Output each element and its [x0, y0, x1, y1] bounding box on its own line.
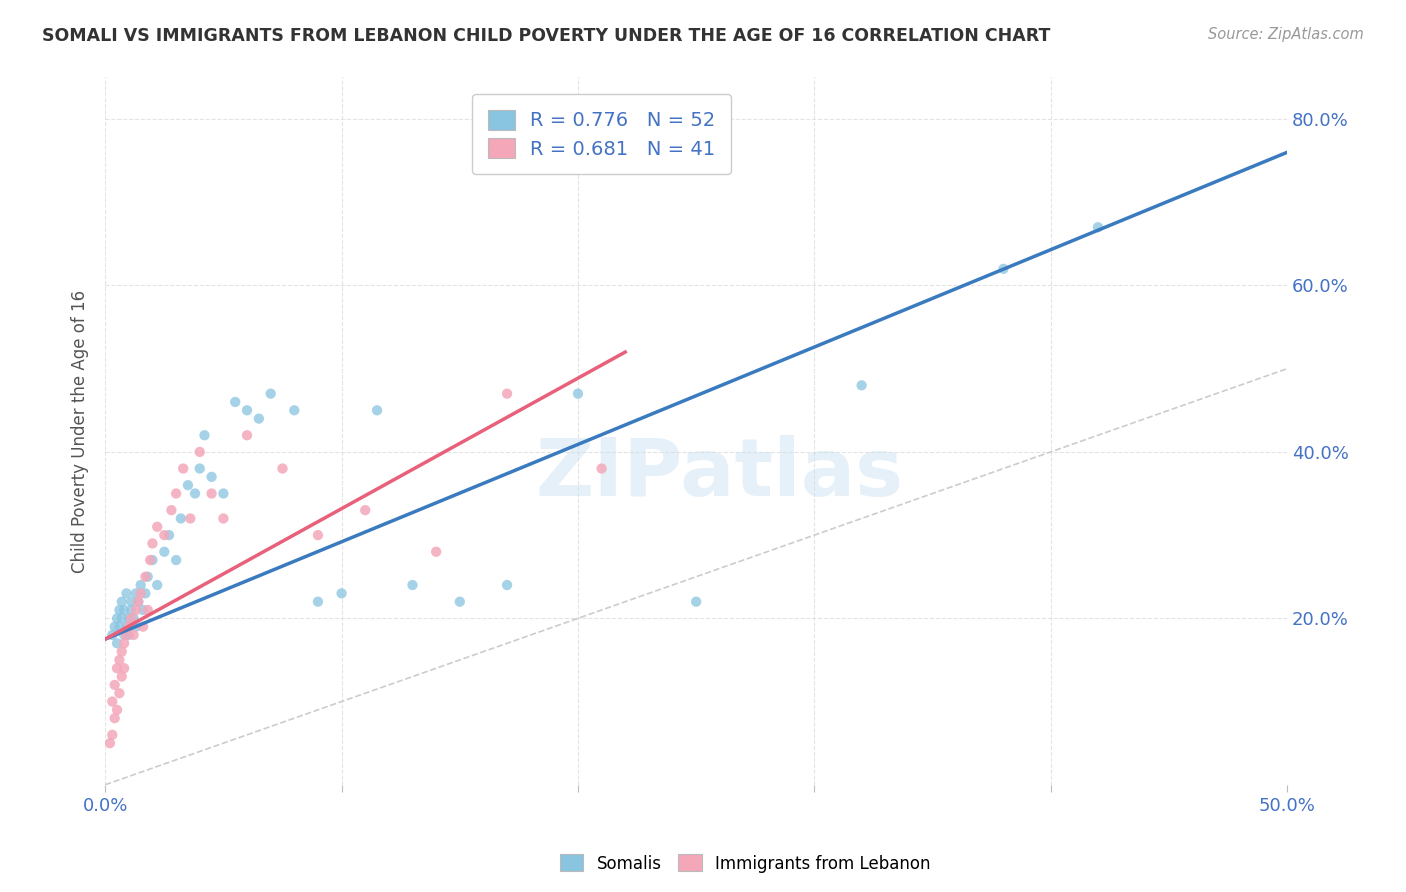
Point [118, 628, 141, 642]
Point [247, 411, 270, 425]
Point [134, 570, 156, 584]
Point [127, 595, 149, 609]
Point [993, 261, 1015, 276]
Point [105, 636, 128, 650]
Point [425, 545, 447, 559]
Point [851, 378, 873, 392]
Point [115, 586, 138, 600]
Point [112, 661, 135, 675]
Point [170, 511, 193, 525]
Point [157, 528, 180, 542]
Point [496, 578, 519, 592]
Point [101, 628, 124, 642]
Point [188, 445, 211, 459]
Y-axis label: Child Poverty Under the Age of 16: Child Poverty Under the Age of 16 [72, 290, 89, 573]
Point [260, 386, 283, 401]
Point [118, 620, 141, 634]
Point [212, 511, 235, 525]
Point [153, 528, 176, 542]
Point [108, 620, 131, 634]
Point [127, 595, 149, 609]
Point [177, 478, 200, 492]
Point [120, 603, 142, 617]
Point [125, 586, 148, 600]
Point [401, 578, 423, 592]
Point [134, 586, 156, 600]
Point [120, 611, 142, 625]
Legend: Somalis, Immigrants from Lebanon: Somalis, Immigrants from Lebanon [554, 847, 936, 880]
Point [101, 694, 124, 708]
Point [146, 578, 169, 592]
Text: Source: ZipAtlas.com: Source: ZipAtlas.com [1208, 27, 1364, 42]
Point [330, 586, 353, 600]
Point [132, 620, 155, 634]
Point [685, 595, 707, 609]
Point [112, 628, 135, 642]
Point [108, 686, 131, 700]
Point [165, 553, 187, 567]
Point [120, 595, 142, 609]
Text: SOMALI VS IMMIGRANTS FROM LEBANON CHILD POVERTY UNDER THE AGE OF 16 CORRELATION : SOMALI VS IMMIGRANTS FROM LEBANON CHILD … [42, 27, 1050, 45]
Point [122, 628, 145, 642]
Point [108, 603, 131, 617]
Point [105, 611, 128, 625]
Point [122, 611, 145, 625]
Point [179, 511, 201, 525]
Point [271, 461, 294, 475]
Point [111, 645, 134, 659]
Point [1087, 220, 1109, 235]
Point [354, 503, 377, 517]
Point [141, 536, 163, 550]
Point [449, 595, 471, 609]
Point [212, 486, 235, 500]
Point [307, 595, 329, 609]
Point [129, 586, 152, 600]
Point [307, 528, 329, 542]
Point [567, 386, 589, 401]
Point [112, 603, 135, 617]
Point [111, 611, 134, 625]
Point [112, 636, 135, 650]
Point [146, 520, 169, 534]
Point [193, 428, 215, 442]
Point [136, 570, 159, 584]
Point [236, 403, 259, 417]
Point [224, 395, 246, 409]
Point [125, 603, 148, 617]
Point [160, 503, 183, 517]
Point [132, 603, 155, 617]
Point [141, 553, 163, 567]
Point [200, 470, 222, 484]
Point [184, 486, 207, 500]
Point [188, 461, 211, 475]
Text: ZIPatlas: ZIPatlas [536, 434, 904, 513]
Point [136, 603, 159, 617]
Legend: R = 0.776   N = 52, R = 0.681   N = 41: R = 0.776 N = 52, R = 0.681 N = 41 [472, 95, 731, 174]
Point [105, 703, 128, 717]
Point [115, 620, 138, 634]
Point [125, 620, 148, 634]
Point [98, 736, 121, 750]
Point [104, 620, 127, 634]
Point [111, 669, 134, 683]
Point [111, 595, 134, 609]
Point [236, 428, 259, 442]
Point [200, 486, 222, 500]
Point [172, 461, 194, 475]
Point [283, 403, 305, 417]
Point [129, 578, 152, 592]
Point [139, 553, 162, 567]
Point [591, 461, 613, 475]
Point [105, 661, 128, 675]
Point [101, 728, 124, 742]
Point [165, 486, 187, 500]
Point [496, 386, 519, 401]
Point [104, 711, 127, 725]
Point [115, 628, 138, 642]
Point [366, 403, 388, 417]
Point [118, 611, 141, 625]
Point [108, 653, 131, 667]
Point [153, 545, 176, 559]
Point [104, 678, 127, 692]
